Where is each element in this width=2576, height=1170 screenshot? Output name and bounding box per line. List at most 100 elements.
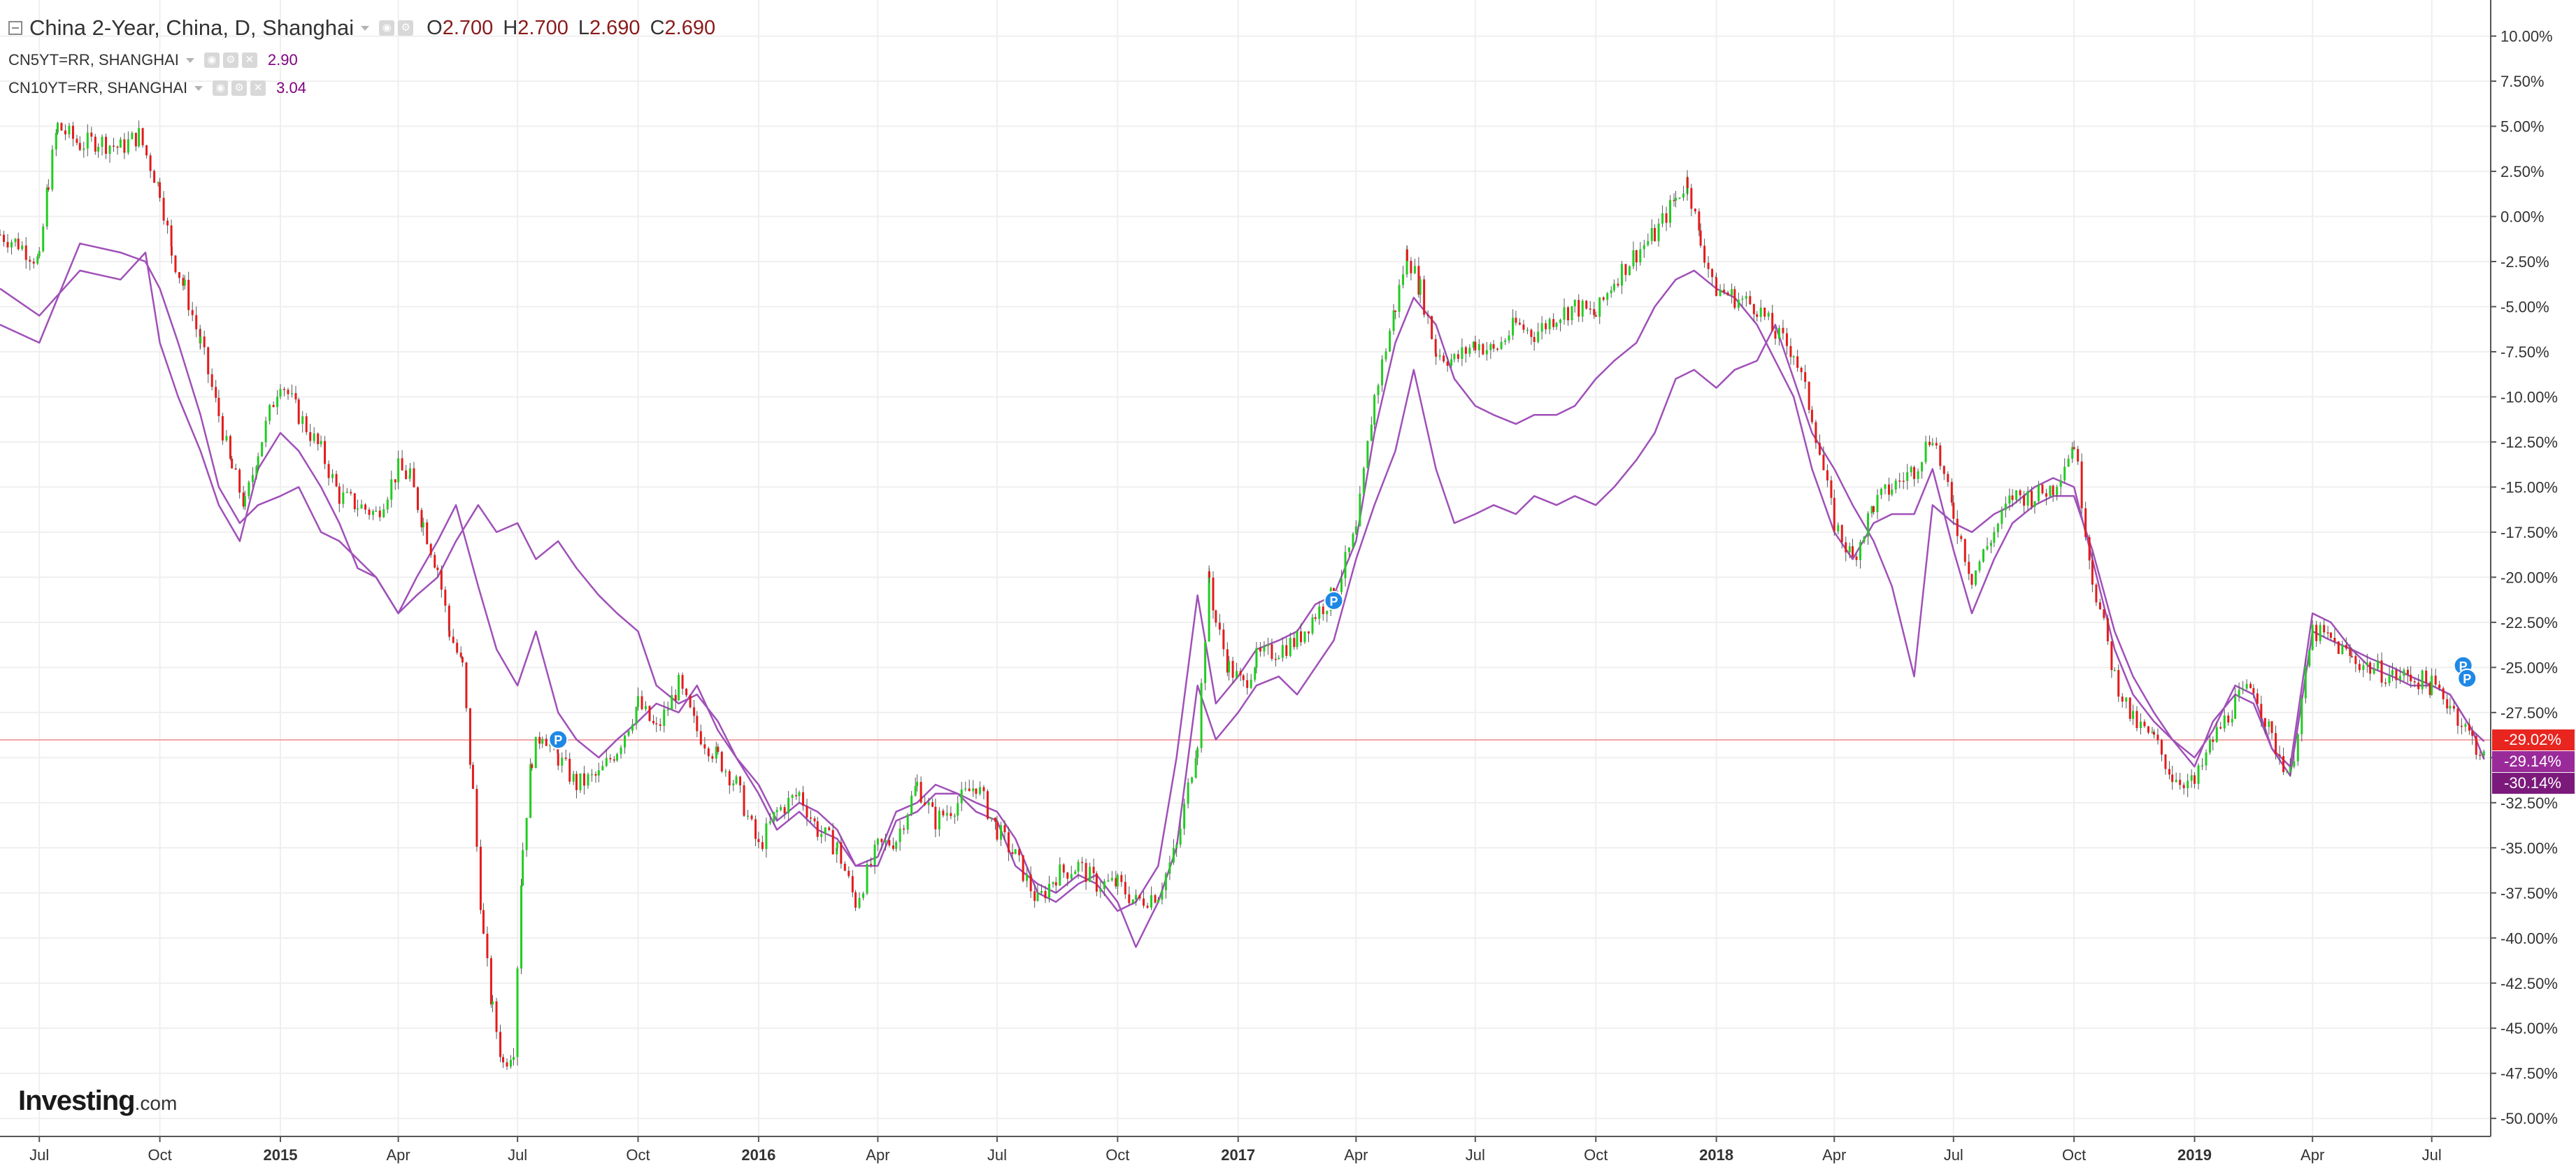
candle — [2164, 754, 2167, 769]
candle — [1726, 292, 1729, 296]
candle — [2464, 724, 2467, 727]
candle — [290, 393, 293, 394]
visibility-icon[interactable]: ◉ — [379, 20, 395, 36]
candle — [2205, 752, 2208, 766]
candle — [2421, 670, 2424, 690]
candle — [637, 696, 640, 707]
candle — [76, 138, 78, 143]
candle — [1581, 301, 1584, 317]
candle — [1022, 855, 1024, 881]
candle — [1212, 578, 1215, 611]
high-value: 2.700 — [517, 16, 568, 39]
candle — [1884, 484, 1887, 489]
candle — [1164, 873, 1167, 890]
candle — [1289, 638, 1291, 656]
candle — [1242, 675, 1245, 680]
candle — [1029, 874, 1032, 892]
candle — [1115, 878, 1117, 887]
marker-p-icon[interactable] — [2457, 668, 2477, 688]
candle — [1863, 536, 1866, 543]
candle — [465, 662, 468, 708]
investing-logo[interactable]: Investing.com — [18, 1085, 177, 1117]
candle — [575, 773, 578, 790]
candle — [1767, 313, 1770, 317]
candle — [2059, 480, 2062, 487]
candle — [1359, 493, 1361, 527]
candle — [2446, 699, 2449, 708]
candle — [2406, 669, 2409, 675]
candle — [2245, 683, 2248, 689]
marker-p-icon[interactable] — [548, 729, 568, 750]
candle — [2026, 490, 2029, 506]
candle — [183, 280, 186, 286]
candle — [83, 148, 85, 150]
candle — [282, 389, 285, 390]
candle — [2179, 780, 2182, 785]
candle — [2151, 732, 2154, 733]
candle — [248, 482, 250, 497]
candle — [2106, 618, 2109, 642]
x-tick-label: 2015 — [264, 1146, 298, 1164]
candle — [2431, 676, 2433, 695]
visibility-icon[interactable]: ◉ — [203, 52, 220, 68]
chevron-down-icon[interactable] — [194, 85, 203, 91]
candle — [162, 197, 165, 221]
visibility-icon[interactable]: ◉ — [213, 80, 229, 96]
candle — [1540, 323, 1543, 332]
candle — [1085, 862, 1087, 883]
marker-label: P — [1329, 594, 1338, 608]
candle — [1624, 264, 1627, 276]
settings-icon[interactable]: ⚙ — [398, 20, 414, 36]
settings-icon[interactable]: ⚙ — [222, 52, 238, 68]
candle — [1719, 290, 1722, 297]
candle — [1960, 536, 1963, 539]
candle — [2326, 632, 2329, 634]
candle — [953, 815, 956, 817]
candle — [1508, 335, 1510, 341]
candle — [582, 773, 585, 786]
candle — [1950, 482, 1953, 503]
candle — [1120, 875, 1123, 883]
candle — [1089, 866, 1092, 883]
candle — [1610, 290, 1612, 294]
candle — [862, 893, 865, 898]
candle — [1777, 327, 1780, 339]
chevron-down-icon[interactable] — [361, 25, 370, 31]
collapse-icon[interactable] — [8, 21, 22, 35]
x-tick-label: Oct — [626, 1146, 650, 1164]
candle — [1870, 506, 1873, 514]
candle — [215, 387, 217, 398]
candle — [1774, 331, 1777, 339]
close-icon[interactable]: ✕ — [241, 52, 257, 68]
candle — [924, 802, 926, 806]
candle — [968, 788, 971, 792]
candle — [938, 811, 940, 829]
candle — [2403, 669, 2405, 676]
candle — [1370, 425, 1373, 441]
candle — [587, 774, 589, 786]
candle — [1673, 200, 1675, 201]
candle — [809, 817, 812, 819]
candle — [1450, 359, 1453, 366]
close-icon[interactable]: ✕ — [250, 80, 266, 96]
candle — [1789, 345, 1792, 357]
candle — [2015, 490, 2018, 500]
candle — [1138, 894, 1141, 899]
candle — [1840, 525, 1843, 543]
chevron-down-icon[interactable] — [185, 57, 194, 63]
candle — [1464, 347, 1467, 354]
settings-icon[interactable]: ⚙ — [231, 80, 248, 96]
candle — [1200, 683, 1203, 748]
marker-p-icon[interactable] — [1324, 590, 1344, 611]
candle — [1921, 462, 1924, 471]
candle — [765, 823, 768, 849]
legend-5y-row: CN5YT=RR, SHANGHAI ◉ ⚙ ✕ 2.90 — [8, 46, 715, 74]
candle — [1314, 617, 1317, 619]
x-tick-label: Jul — [987, 1146, 1007, 1164]
candle — [297, 399, 300, 425]
candle — [36, 256, 39, 264]
candle — [134, 132, 137, 147]
candle — [696, 715, 699, 732]
candle — [2001, 510, 2003, 525]
